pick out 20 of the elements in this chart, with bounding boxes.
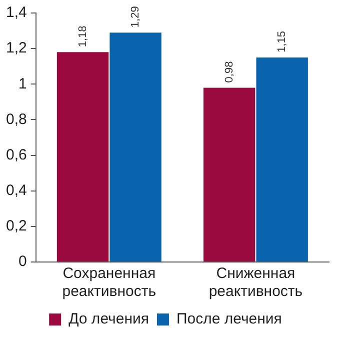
x-tick-label: Сниженная реактивность [208, 265, 303, 300]
y-tick-label: 0,8 [6, 110, 27, 128]
legend-label: До лечения [68, 310, 149, 328]
y-tick-label: 0,6 [6, 146, 27, 164]
bar [256, 57, 308, 262]
data-label: 1,18 [76, 26, 89, 48]
y-tick-label: 1 [18, 75, 27, 92]
y-tick-label: 1,2 [6, 40, 27, 57]
y-tick-label: 0 [18, 253, 27, 270]
data-label: 0,98 [223, 61, 236, 83]
y-tick-label: 1,4 [6, 4, 27, 22]
x-tick-label: Сохраненная реактивность [62, 265, 156, 300]
y-tick-label: 0,4 [6, 182, 27, 199]
bar [110, 32, 162, 262]
data-label: 1,15 [276, 31, 288, 52]
bar [56, 52, 109, 262]
legend-label: После лечения [176, 310, 282, 328]
data-label: 1,29 [130, 6, 142, 28]
bar [203, 88, 256, 262]
y-tick-label: 0,2 [6, 218, 27, 235]
